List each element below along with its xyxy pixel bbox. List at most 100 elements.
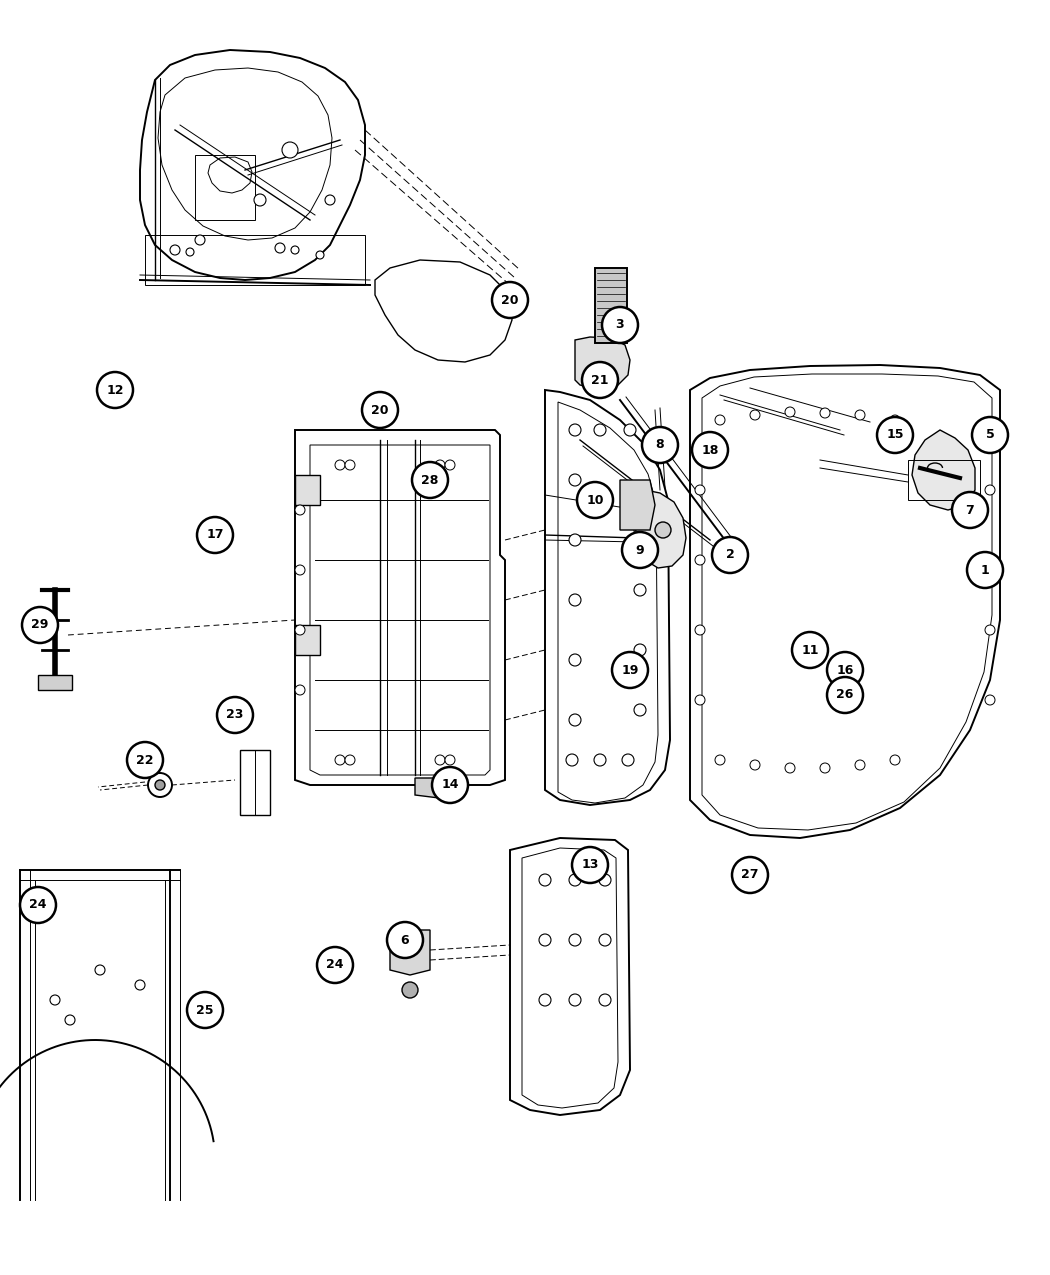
- Circle shape: [820, 408, 830, 418]
- Circle shape: [712, 537, 748, 572]
- Text: 13: 13: [582, 858, 598, 872]
- Text: 5: 5: [986, 428, 994, 441]
- Circle shape: [569, 994, 581, 1006]
- Circle shape: [634, 644, 646, 657]
- Circle shape: [890, 414, 900, 425]
- Circle shape: [50, 994, 60, 1005]
- Circle shape: [155, 780, 165, 790]
- Text: 22: 22: [136, 754, 153, 766]
- Circle shape: [750, 760, 760, 770]
- Circle shape: [622, 754, 634, 766]
- Circle shape: [94, 965, 105, 975]
- Circle shape: [642, 427, 678, 463]
- Circle shape: [402, 982, 418, 998]
- Text: 10: 10: [586, 493, 604, 506]
- Circle shape: [254, 194, 266, 207]
- Circle shape: [820, 762, 830, 773]
- Polygon shape: [635, 490, 686, 567]
- Circle shape: [695, 484, 705, 495]
- Circle shape: [539, 873, 551, 886]
- Circle shape: [335, 460, 345, 470]
- Circle shape: [412, 462, 448, 499]
- Circle shape: [967, 552, 1003, 588]
- Circle shape: [345, 460, 355, 470]
- Text: 19: 19: [622, 663, 638, 677]
- Circle shape: [634, 584, 646, 595]
- Text: 20: 20: [372, 403, 388, 417]
- Text: 11: 11: [801, 644, 819, 657]
- Circle shape: [316, 251, 324, 259]
- Circle shape: [634, 704, 646, 717]
- Circle shape: [612, 652, 648, 688]
- Polygon shape: [415, 778, 460, 799]
- Polygon shape: [912, 430, 975, 510]
- Circle shape: [598, 994, 611, 1006]
- Circle shape: [432, 768, 468, 803]
- Circle shape: [435, 755, 445, 765]
- Text: 7: 7: [966, 504, 974, 516]
- Circle shape: [445, 755, 455, 765]
- Text: 15: 15: [886, 428, 904, 441]
- Circle shape: [890, 755, 900, 765]
- Circle shape: [827, 652, 863, 688]
- Circle shape: [985, 695, 995, 705]
- Circle shape: [127, 742, 163, 778]
- Circle shape: [22, 607, 58, 643]
- Circle shape: [972, 417, 1008, 453]
- Circle shape: [539, 994, 551, 1006]
- Circle shape: [855, 760, 865, 770]
- Polygon shape: [575, 337, 630, 390]
- Circle shape: [750, 411, 760, 419]
- Circle shape: [217, 697, 253, 733]
- Text: 1: 1: [981, 564, 989, 576]
- Circle shape: [572, 847, 608, 884]
- Circle shape: [569, 873, 581, 886]
- Circle shape: [785, 407, 795, 417]
- Circle shape: [622, 532, 658, 567]
- Text: 29: 29: [32, 618, 48, 631]
- Circle shape: [569, 534, 581, 546]
- Circle shape: [594, 754, 606, 766]
- Circle shape: [644, 444, 656, 456]
- Text: 16: 16: [836, 663, 854, 677]
- Text: 14: 14: [441, 779, 459, 792]
- Circle shape: [855, 411, 865, 419]
- Circle shape: [655, 521, 671, 538]
- Circle shape: [985, 484, 995, 495]
- Circle shape: [569, 714, 581, 725]
- Circle shape: [170, 245, 180, 255]
- Circle shape: [445, 460, 455, 470]
- Circle shape: [317, 947, 353, 983]
- Circle shape: [97, 372, 133, 408]
- Circle shape: [326, 195, 335, 205]
- Circle shape: [569, 594, 581, 606]
- Text: 17: 17: [206, 529, 224, 542]
- Polygon shape: [390, 929, 430, 975]
- Circle shape: [715, 755, 724, 765]
- Circle shape: [634, 524, 646, 536]
- Circle shape: [295, 685, 304, 695]
- Circle shape: [282, 142, 298, 158]
- Circle shape: [715, 414, 724, 425]
- Circle shape: [695, 555, 705, 565]
- Polygon shape: [595, 268, 627, 343]
- Circle shape: [187, 992, 223, 1028]
- Polygon shape: [295, 476, 320, 505]
- Polygon shape: [38, 674, 72, 690]
- Circle shape: [602, 307, 638, 343]
- Polygon shape: [295, 625, 320, 655]
- Circle shape: [582, 362, 618, 398]
- Circle shape: [295, 565, 304, 575]
- Text: 21: 21: [591, 374, 609, 386]
- Circle shape: [695, 695, 705, 705]
- Circle shape: [695, 625, 705, 635]
- Text: 9: 9: [635, 543, 645, 556]
- Text: 2: 2: [726, 548, 734, 561]
- Text: 12: 12: [106, 384, 124, 397]
- Circle shape: [569, 654, 581, 666]
- Text: 6: 6: [401, 933, 410, 946]
- Circle shape: [295, 625, 304, 635]
- Circle shape: [387, 922, 423, 958]
- Circle shape: [624, 425, 636, 436]
- Circle shape: [952, 492, 988, 528]
